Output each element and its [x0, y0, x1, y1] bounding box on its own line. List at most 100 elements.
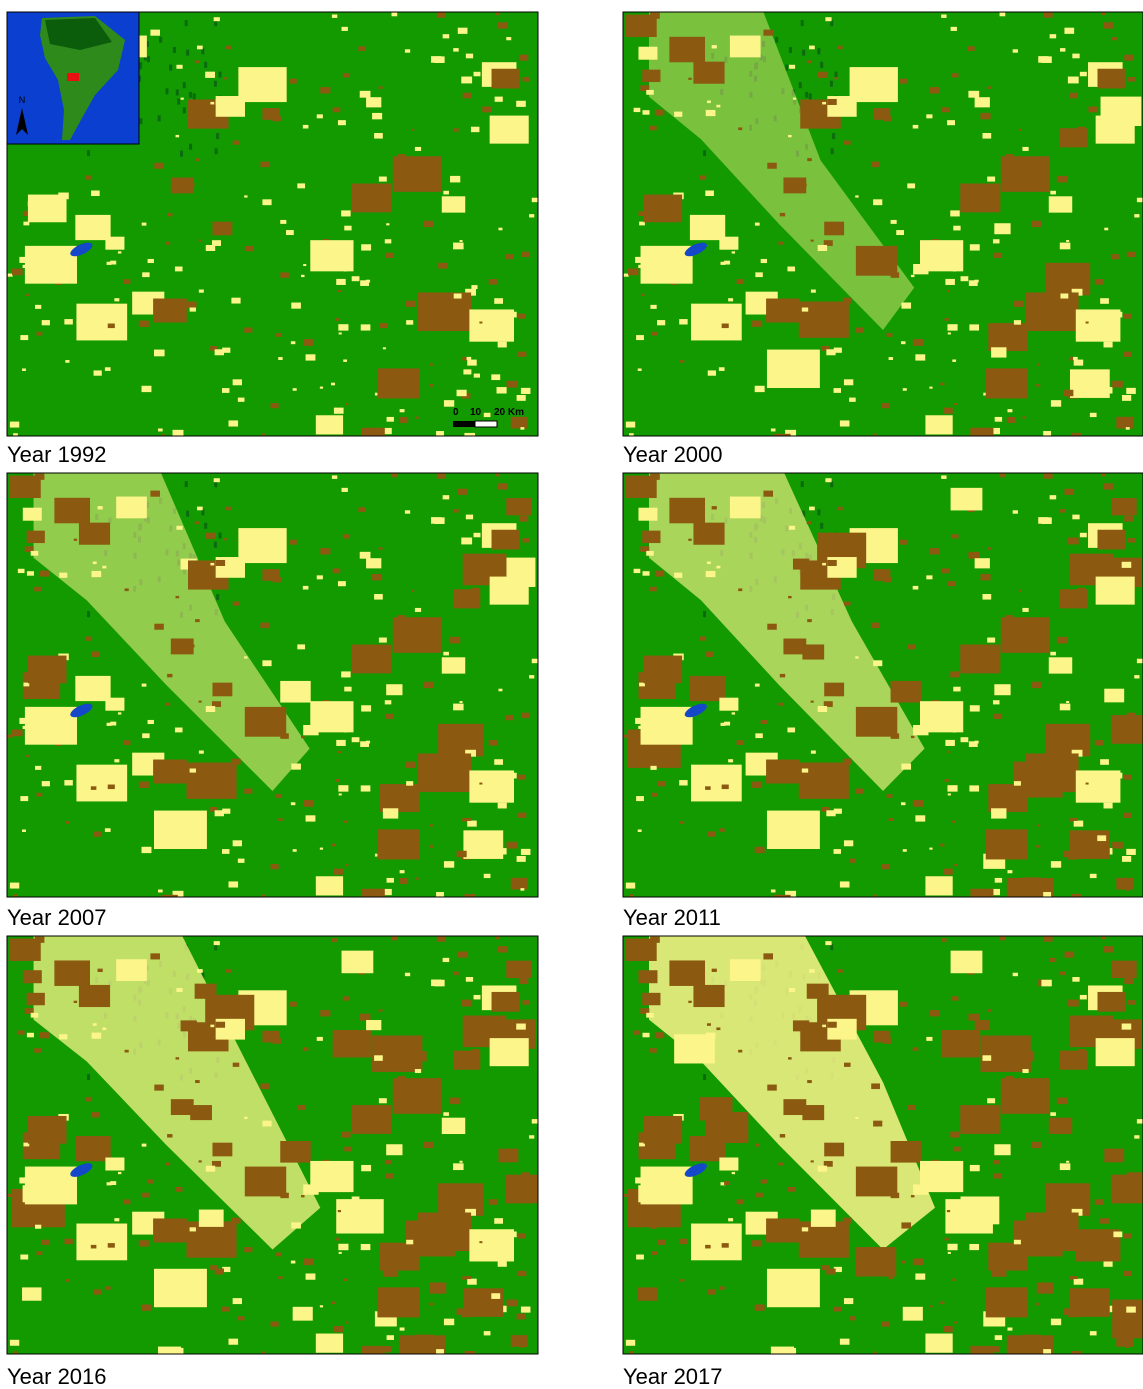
grassland-patch: [498, 22, 508, 28]
grassland-patch: [871, 162, 880, 168]
cropland-patch: [1097, 835, 1106, 841]
cropland-patch: [64, 319, 72, 324]
cropland-patch: [1050, 495, 1057, 499]
cropland-patch: [244, 1117, 247, 1119]
dense-forest: [801, 481, 804, 487]
cropland-patch: [93, 562, 97, 565]
grassland-patch: [1026, 753, 1079, 792]
cropland-patch: [707, 101, 711, 104]
grassland-patch: [36, 1251, 42, 1255]
grassland-patch: [856, 1167, 897, 1197]
cropland-patch: [190, 1227, 196, 1231]
grassland-patch: [856, 246, 897, 276]
cropland-patch: [158, 428, 163, 431]
cropland-patch: [215, 349, 224, 355]
cropland-patch: [1122, 856, 1131, 862]
dense-forest: [87, 150, 90, 156]
map-panel: [623, 473, 1143, 912]
grassland-patch: [453, 1051, 480, 1070]
grassland-patch: [883, 116, 892, 122]
grassland-patch: [1045, 263, 1090, 296]
cropland-patch: [495, 97, 503, 102]
grassland-patch: [1060, 972, 1065, 976]
grassland-patch: [774, 895, 790, 906]
grassland-patch: [280, 272, 289, 277]
cropland-patch: [941, 475, 946, 478]
cropland-patch: [280, 681, 310, 703]
grassland-patch: [492, 69, 520, 89]
grassland-patch: [386, 714, 394, 719]
cropland-patch: [317, 575, 323, 579]
cropland-patch: [105, 1158, 124, 1171]
cropland-patch: [42, 320, 50, 325]
grassland-patch: [780, 213, 785, 216]
cropland-patch: [199, 750, 204, 753]
grassland-patch: [91, 652, 100, 658]
cropland-patch: [650, 766, 656, 770]
grassland-patch: [1086, 322, 1089, 324]
cropland-patch: [233, 1298, 242, 1304]
cropland-patch: [334, 408, 344, 414]
cropland-patch: [93, 1023, 97, 1026]
cropland-patch: [116, 497, 147, 519]
grassland-patch: [643, 195, 682, 223]
grassland-patch: [415, 1335, 433, 1347]
cropland-patch: [385, 700, 392, 704]
cropland-patch: [1043, 431, 1051, 436]
cropland-patch: [291, 1261, 295, 1264]
grassland-patch: [947, 581, 955, 586]
grassland-patch: [1013, 301, 1023, 307]
grassland-patch: [737, 279, 745, 284]
dense-forest: [214, 542, 217, 548]
grassland-patch: [700, 175, 707, 179]
cropland-patch: [336, 279, 346, 285]
cropland-patch: [951, 488, 983, 511]
grassland-patch: [167, 213, 172, 216]
dense-forest: [817, 48, 820, 54]
cropland-patch: [453, 243, 464, 250]
grassland-patch: [680, 1279, 684, 1282]
cropland-patch: [1022, 147, 1028, 151]
grassland-patch: [947, 751, 950, 753]
grassland-patch: [244, 328, 252, 333]
cropland-patch: [336, 740, 346, 746]
grassland-patch: [320, 548, 330, 554]
grassland-patch: [987, 86, 991, 89]
grassland-patch: [511, 417, 528, 429]
grassland-patch: [166, 242, 171, 245]
grassland-patch: [752, 782, 762, 788]
cropland-patch: [1022, 608, 1028, 612]
cropland-patch: [787, 728, 795, 733]
grassland-patch: [807, 521, 811, 524]
cropland-patch: [636, 335, 644, 340]
grassland-patch: [457, 1308, 467, 1314]
cropland-patch: [293, 1307, 313, 1321]
grassland-patch: [993, 1160, 1000, 1164]
cropland-patch: [811, 1210, 836, 1227]
grassland-patch: [39, 571, 48, 577]
grassland-patch: [27, 531, 45, 543]
cropland-patch: [317, 1037, 323, 1041]
grassland-patch: [34, 587, 41, 592]
cropland-patch: [953, 226, 960, 231]
page: Year 1992Year 2000Year 2007Year 2011Year…: [0, 0, 1143, 1389]
grassland-patch: [393, 617, 442, 653]
cropland-patch: [450, 176, 460, 183]
cropland-patch: [1060, 704, 1071, 711]
cropland-patch: [728, 298, 733, 301]
grassland-patch: [766, 299, 800, 323]
grassland-patch: [1104, 483, 1114, 489]
grassland-patch: [1123, 775, 1131, 780]
cropland-patch: [206, 706, 215, 712]
cropland-patch: [991, 808, 1006, 818]
panel-label: Year 1992: [7, 442, 107, 467]
grassland-patch: [657, 781, 665, 786]
grassland-patch: [930, 87, 940, 93]
cropland-patch: [1080, 72, 1087, 76]
cropland-patch: [1041, 56, 1051, 63]
grassland-patch: [360, 1127, 367, 1131]
grassland-patch: [289, 540, 297, 545]
cropland-patch: [415, 608, 421, 612]
cropland-patch: [926, 114, 932, 118]
grassland-patch: [844, 140, 851, 144]
